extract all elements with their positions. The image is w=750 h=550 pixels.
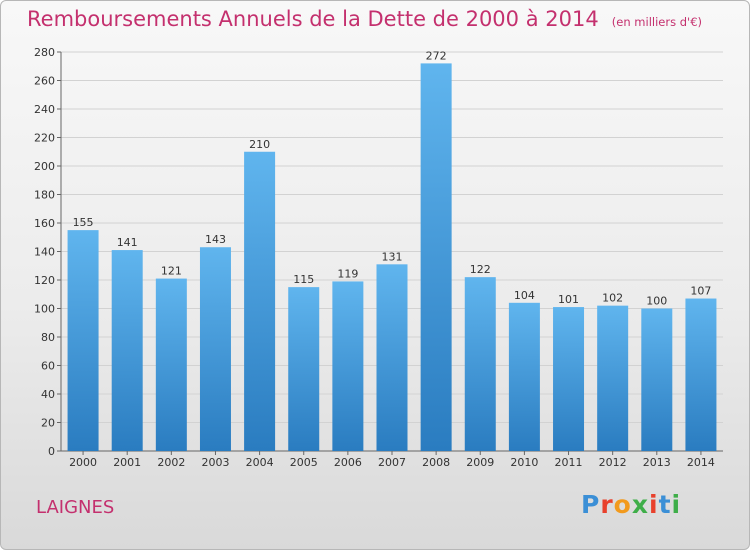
y-tick-label: 260 [34, 75, 55, 88]
x-tick-label: 2005 [290, 456, 318, 469]
bar-value-label: 115 [293, 273, 314, 286]
bar-value-label: 101 [558, 293, 579, 306]
x-tick-label: 2006 [334, 456, 362, 469]
y-tick-label: 40 [41, 388, 55, 401]
bar [244, 151, 276, 451]
bar [685, 298, 717, 451]
y-tick-label: 160 [34, 217, 55, 230]
y-tick-label: 80 [41, 331, 55, 344]
logo-letter: i [649, 490, 659, 519]
place-name: LAIGNES [36, 497, 115, 518]
labels: 0 20 40 60 80 100 120 140 160 180 200 220 240 260 280 1… [34, 46, 715, 469]
bar-value-label: 155 [73, 216, 94, 229]
bar-value-label: 100 [646, 295, 667, 308]
y-tick-label: 100 [34, 303, 55, 316]
bar [553, 307, 585, 451]
x-tick-label: 2014 [687, 456, 715, 469]
y-tick-label: 200 [34, 160, 55, 173]
bar [332, 281, 364, 451]
bar-value-label: 102 [602, 292, 623, 305]
y-tick-label: 180 [34, 189, 55, 202]
x-tick-label: 2002 [157, 456, 185, 469]
chart-unit-label: (en milliers d'€) [611, 15, 702, 29]
logo-letter: r [600, 490, 614, 519]
logo-letter: i [671, 490, 682, 519]
logo-letter: t [658, 490, 672, 519]
logo-letter: x [631, 490, 649, 519]
bar [199, 247, 231, 451]
x-tick-label: 2000 [69, 456, 97, 469]
proxiti-logo: Proxiti [581, 490, 681, 519]
y-tick-label: 280 [34, 46, 55, 59]
y-tick-label: 120 [34, 274, 55, 287]
x-tick-label: 2007 [378, 456, 406, 469]
y-tick-label: 20 [41, 417, 55, 430]
x-tick-label: 2008 [422, 456, 450, 469]
x-tick-label: 2010 [510, 456, 538, 469]
bar-value-label: 143 [205, 233, 226, 246]
bar-value-label: 141 [117, 236, 138, 249]
x-tick-label: 2012 [599, 456, 627, 469]
y-tick-label: 60 [41, 360, 55, 373]
bar-value-label: 131 [382, 250, 403, 263]
y-tick-label: 0 [48, 445, 55, 458]
chart-title: Remboursements Annuels de la Dette de 20… [27, 7, 702, 31]
bar [111, 250, 143, 451]
bar [641, 308, 673, 451]
x-tick-label: 2013 [643, 456, 671, 469]
bar-value-label: 119 [337, 267, 358, 280]
x-tick-label: 2011 [555, 456, 583, 469]
chart-title-text: Remboursements Annuels de la Dette de 20… [27, 7, 599, 31]
bar [376, 264, 408, 451]
bar-value-label: 122 [470, 263, 491, 276]
x-tick-label: 2009 [466, 456, 494, 469]
bar [67, 230, 99, 451]
x-tick-label: 2004 [246, 456, 274, 469]
y-tick-label: 140 [34, 246, 55, 259]
bar-value-label: 107 [690, 285, 711, 298]
y-tick-label: 240 [34, 103, 55, 116]
bar-value-label: 121 [161, 265, 182, 278]
bar [420, 63, 452, 452]
bars [67, 63, 717, 452]
bar-value-label: 104 [514, 289, 535, 302]
x-tick-label: 2003 [201, 456, 229, 469]
logo-letter: o [613, 490, 632, 519]
bar [508, 302, 540, 451]
bar-value-label: 210 [249, 138, 270, 151]
x-tick-label: 2001 [113, 456, 141, 469]
bar-value-label: 272 [426, 49, 447, 62]
bar [288, 287, 320, 451]
bar [464, 277, 496, 451]
logo-letter: P [581, 490, 601, 519]
y-tick-label: 220 [34, 132, 55, 145]
bar [155, 278, 187, 451]
bar [597, 305, 629, 451]
